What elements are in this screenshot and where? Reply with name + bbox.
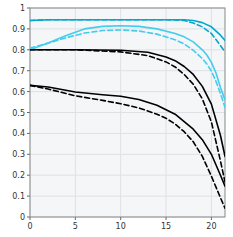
- plot-area: [30, 8, 225, 217]
- tick-label: 15: [161, 222, 171, 231]
- line: [30, 20, 225, 52]
- tick-label: 0: [20, 213, 25, 222]
- grid-line: [30, 154, 225, 155]
- grid-line: [30, 28, 225, 29]
- line: [30, 50, 225, 157]
- tick-label: 0.6: [12, 88, 25, 97]
- line: [30, 85, 225, 186]
- line: [30, 30, 225, 107]
- tick-label: 10: [116, 222, 126, 231]
- lines: [30, 20, 225, 209]
- grid-line: [211, 8, 212, 217]
- tick-label: 0.9: [12, 25, 25, 34]
- tick-label: 20: [206, 222, 216, 231]
- tick-label: 0.2: [12, 171, 25, 180]
- line: [30, 85, 225, 208]
- grid-line: [75, 8, 76, 217]
- tick-label: 0.4: [12, 129, 25, 138]
- line: [30, 50, 225, 182]
- tick-label: 5: [73, 222, 78, 231]
- grid: [30, 8, 225, 217]
- tick-label: 0: [27, 222, 32, 231]
- grid-line: [166, 8, 167, 217]
- grid-line: [30, 175, 225, 176]
- grid-line: [30, 70, 225, 71]
- grid-line: [30, 91, 225, 92]
- chart: 00.10.20.30.40.50.60.70.80.9105101520: [0, 0, 233, 237]
- grid-line: [30, 112, 225, 113]
- tick-label: 0.1: [12, 192, 25, 201]
- tick-label: 0.5: [12, 109, 25, 118]
- grid-line: [120, 8, 121, 217]
- tick-label: 0.7: [12, 67, 25, 76]
- plot-frame: [30, 8, 225, 217]
- tick-label: 0.8: [12, 46, 25, 55]
- grid-line: [30, 196, 225, 197]
- tick-label: 0.3: [12, 150, 25, 159]
- tick-label: 1: [20, 4, 25, 13]
